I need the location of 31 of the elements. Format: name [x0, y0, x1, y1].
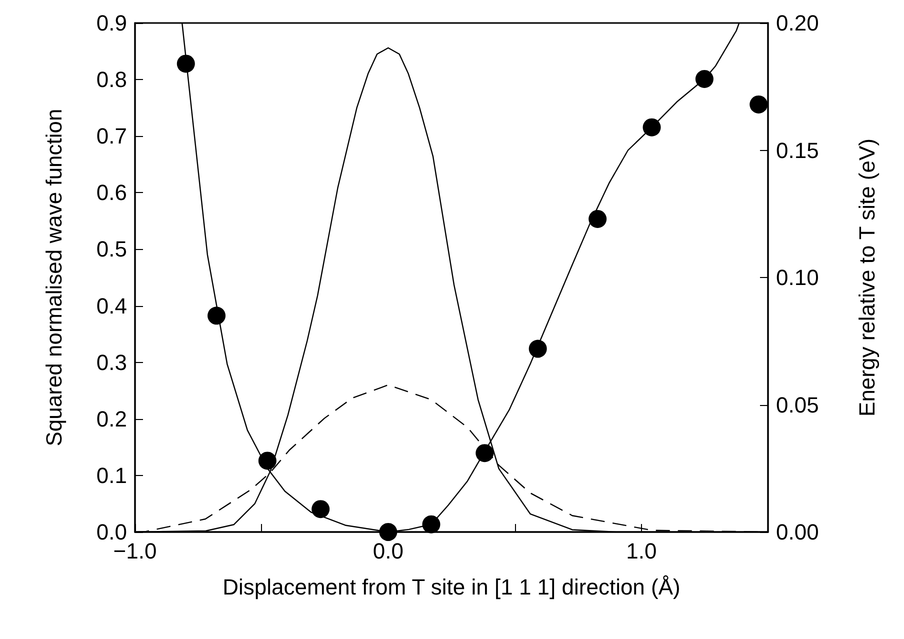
y-axis-title: Squared normalised wave function [42, 108, 66, 446]
point [588, 210, 607, 228]
y2-tick-label: 0.10 [776, 265, 819, 290]
point [208, 306, 226, 325]
y2-tick-label: 0.15 [776, 138, 819, 163]
y-tick-label: 0.4 [96, 293, 127, 318]
x-axis-title: Displacement from T site in [1 1 1] direction (Å) [222, 574, 680, 600]
x-tick-label: 1.0 [626, 538, 657, 564]
point [379, 523, 398, 541]
y2-tick-label: 0.00 [776, 520, 819, 544]
point [312, 500, 330, 518]
y-tick-label: 0.9 [96, 10, 127, 36]
y2-tick-label: 0.20 [776, 10, 819, 36]
point [695, 70, 714, 88]
y-tick-label: 0.8 [96, 67, 127, 92]
y2-axis-title: Energy relative to T site (eV) [854, 138, 880, 416]
y-tick-label: 0.3 [96, 350, 127, 375]
point [642, 118, 661, 136]
y-tick-label: 0.7 [96, 124, 127, 149]
y2-tick-label: 0.05 [776, 392, 819, 418]
point [258, 452, 276, 470]
point [422, 515, 440, 534]
point [176, 54, 195, 73]
x-tick-label: 0.0 [372, 538, 404, 564]
y-tick-label: 0.2 [96, 406, 127, 432]
y-tick-label: 0.6 [96, 180, 127, 206]
point [528, 340, 547, 358]
y-tick-label: 0.5 [96, 236, 127, 262]
point [750, 95, 768, 114]
point [476, 444, 494, 462]
y-tick-label: 0.1 [96, 462, 127, 488]
